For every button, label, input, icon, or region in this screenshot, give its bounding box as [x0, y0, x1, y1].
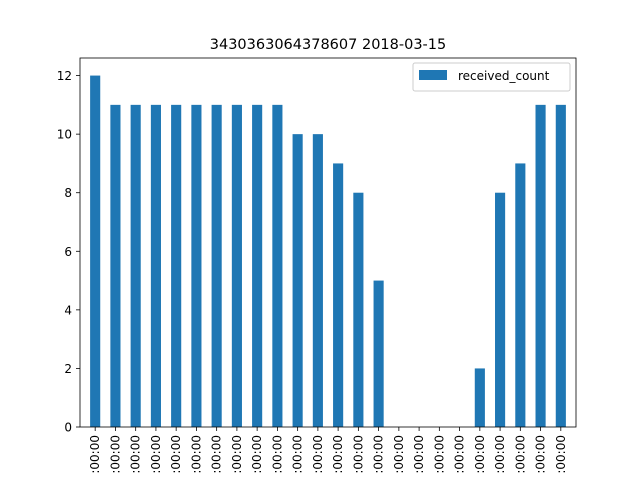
x-tick-label: :00:00: [432, 435, 446, 474]
x-tick-label: :00:00: [189, 435, 203, 474]
x-tick-label: :00:00: [129, 435, 143, 474]
y-tick-label: 0: [64, 421, 72, 435]
x-tick-label: :00:00: [169, 435, 183, 474]
bar: [373, 280, 384, 427]
y-tick-label: 12: [57, 69, 72, 83]
x-tick-label: :00:00: [453, 435, 467, 474]
bar: [90, 75, 101, 427]
y-axis: 0 2 4 6 8 10 12: [57, 69, 80, 435]
x-tick-label: :00:00: [372, 435, 386, 474]
x-tick-label: :00:00: [493, 435, 507, 474]
bar: [333, 163, 344, 427]
x-tick-label: :00:00: [270, 435, 284, 474]
y-tick-label: 10: [57, 128, 72, 142]
x-axis: :00:00 :00:00 :00:00 :00:00 :00:00 :00:00 :00:…: [88, 427, 568, 474]
x-tick-label: :00:00: [412, 435, 426, 474]
bar: [110, 104, 121, 428]
plot-area: [90, 75, 566, 428]
x-tick-label: :00:00: [250, 435, 264, 474]
y-tick-label: 6: [64, 245, 72, 259]
bar: [515, 163, 526, 427]
axes-spines: [79, 57, 577, 428]
legend-box: [412, 62, 571, 92]
x-tick-label: :00:00: [149, 435, 163, 474]
x-tick-label: :00:00: [473, 435, 487, 474]
legend: received_count: [412, 62, 571, 92]
bar: [312, 134, 323, 427]
bar: [292, 134, 303, 427]
bar: [555, 104, 566, 428]
x-tick-label: :00:00: [554, 435, 568, 474]
x-tick-label: :00:00: [291, 435, 305, 474]
bar: [211, 104, 222, 428]
legend-label: received_count: [458, 69, 550, 83]
x-tick-label: :00:00: [311, 435, 325, 474]
x-tick-label: :00:00: [108, 435, 122, 474]
legend-swatch: [419, 70, 447, 80]
x-tick-label: :00:00: [351, 435, 365, 474]
bar: [191, 104, 202, 428]
bar: [495, 192, 506, 427]
axes-frame: [79, 57, 577, 428]
bar: [231, 104, 242, 428]
y-tick-label: 8: [64, 186, 72, 200]
bar: [535, 104, 546, 428]
y-tick-label: 4: [64, 303, 72, 317]
x-tick-label: :00:00: [513, 435, 527, 474]
x-tick-label: :00:00: [534, 435, 548, 474]
bar: [150, 104, 161, 428]
bar: [252, 104, 263, 428]
x-tick-label: :00:00: [210, 435, 224, 474]
x-tick-label: :00:00: [88, 435, 102, 474]
bar: [130, 104, 141, 428]
bar: [171, 104, 182, 428]
x-tick-label: :00:00: [230, 435, 244, 474]
x-tick-label: :00:00: [331, 435, 345, 474]
bar: [474, 368, 485, 427]
bar: [272, 104, 283, 428]
x-tick-label: :00:00: [392, 435, 406, 474]
y-tick-label: 2: [64, 362, 72, 376]
chart-title: 3430363064378607 2018-03-15: [210, 37, 446, 53]
bar: [353, 192, 364, 427]
